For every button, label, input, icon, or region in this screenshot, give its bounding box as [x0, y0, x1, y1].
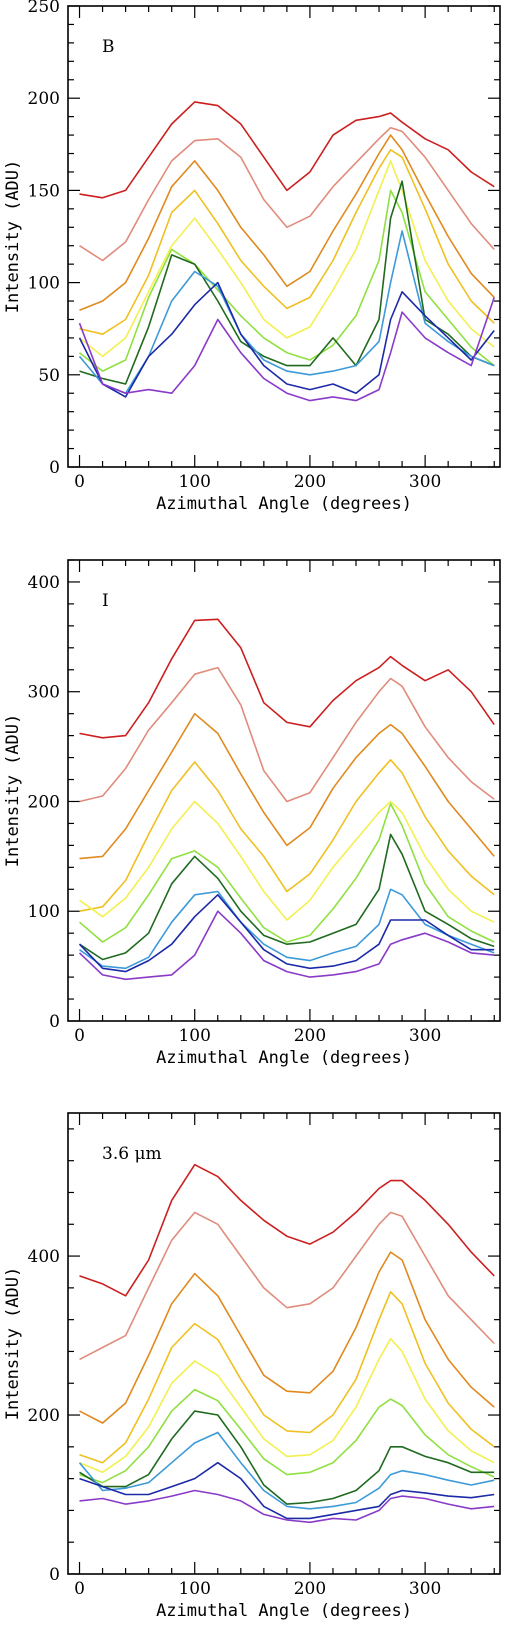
series-line-4	[79, 1291, 495, 1464]
y-tick-label: 0	[49, 1565, 60, 1585]
x-axis-label: Azimuthal Angle (degrees)	[156, 1601, 412, 1621]
series-line-6	[79, 1388, 495, 1484]
series-line-8	[78, 1431, 495, 1510]
chart-panel-3-6-micron: 0 100 200 300 0 200 400 3.6 μm Azimuthal Angle…	[3, 1112, 501, 1621]
x-tick-label: 200	[294, 472, 326, 492]
chart-panel-i: 0 100 200 300 0 100 200 300 400 I Azimuthal Angl…	[3, 559, 501, 1068]
series-line-5	[79, 800, 495, 923]
y-tick-label: 200	[28, 89, 60, 109]
series-line-6	[78, 802, 495, 943]
series-line-4	[79, 149, 495, 336]
series-line-5	[79, 1337, 495, 1474]
series-line-6	[79, 189, 495, 372]
y-axis-label: Intensity (ADU)	[3, 160, 23, 314]
y-tick-label: 300	[28, 683, 60, 703]
y-tick-label: 0	[49, 458, 60, 478]
series-line-10	[78, 910, 495, 981]
series-line-1	[79, 618, 495, 739]
series-line-9	[78, 893, 495, 973]
series-line-7	[79, 833, 495, 961]
chart-panel-b: 0 100 200 300 0 50 100 150 200 250 B Azimuthal An…	[3, 0, 501, 514]
series-line-2	[79, 666, 495, 803]
series-line-7	[79, 180, 495, 385]
x-tick-label: 300	[409, 472, 441, 492]
x-tick-label: 0	[74, 472, 85, 492]
x-tick-label: 100	[178, 1026, 210, 1046]
series-line-3	[79, 1251, 495, 1424]
series-line-10	[79, 1489, 495, 1524]
x-tick-label: 100	[178, 472, 210, 492]
y-tick-label: 100	[28, 902, 60, 922]
series-line-7	[79, 1410, 495, 1505]
y-tick-label: 50	[38, 366, 60, 386]
y-axis-label: Intensity (ADU)	[3, 714, 23, 868]
y-tick-label: 400	[28, 573, 60, 593]
series-lines	[78, 1163, 495, 1524]
y-tick-label: 200	[28, 792, 60, 812]
y-tick-label: 200	[28, 1406, 60, 1426]
axis-ticks: 0 100 200 300 0 200 400	[28, 1113, 500, 1599]
x-tick-label: 300	[409, 1026, 441, 1046]
x-axis-label: Azimuthal Angle (degrees)	[156, 1048, 412, 1068]
y-tick-label: 250	[28, 0, 60, 17]
series-line-10	[78, 297, 495, 402]
series-line-8	[78, 230, 495, 395]
plot-frame	[67, 5, 501, 468]
series-line-3	[79, 134, 495, 312]
y-axis-label: Intensity (ADU)	[3, 1267, 23, 1421]
panel-label: B	[102, 37, 115, 57]
series-lines	[78, 101, 495, 402]
x-tick-label: 0	[74, 1026, 85, 1046]
series-lines	[78, 618, 495, 981]
panel-label: 3.6 μm	[102, 1144, 162, 1164]
axis-ticks: 0 100 200 300 0 100 200 300 400	[28, 559, 500, 1046]
series-line-2	[79, 1211, 495, 1361]
x-axis-label: Azimuthal Angle (degrees)	[156, 494, 412, 514]
series-line-1	[79, 1163, 495, 1297]
series-line-2	[79, 126, 495, 262]
series-line-8	[79, 888, 495, 970]
x-tick-label: 100	[178, 1579, 210, 1599]
x-tick-label: 0	[74, 1579, 85, 1599]
series-line-4	[79, 758, 495, 912]
series-line-1	[79, 101, 495, 199]
y-tick-label: 100	[28, 274, 60, 294]
x-tick-label: 200	[294, 1026, 326, 1046]
series-line-9	[78, 281, 495, 398]
plot-frame	[67, 1112, 501, 1575]
y-tick-label: 0	[49, 1012, 60, 1032]
series-line-3	[79, 712, 495, 860]
series-line-5	[78, 160, 495, 358]
x-tick-label: 200	[294, 1579, 326, 1599]
y-tick-label: 150	[28, 181, 60, 201]
series-line-9	[79, 1461, 495, 1520]
panel-label: I	[102, 591, 109, 611]
x-tick-label: 300	[409, 1579, 441, 1599]
axis-ticks: 0 100 200 300 0 50 100 150 200 250	[28, 0, 500, 492]
plot-frame	[67, 559, 501, 1022]
y-tick-label: 400	[28, 1247, 60, 1267]
